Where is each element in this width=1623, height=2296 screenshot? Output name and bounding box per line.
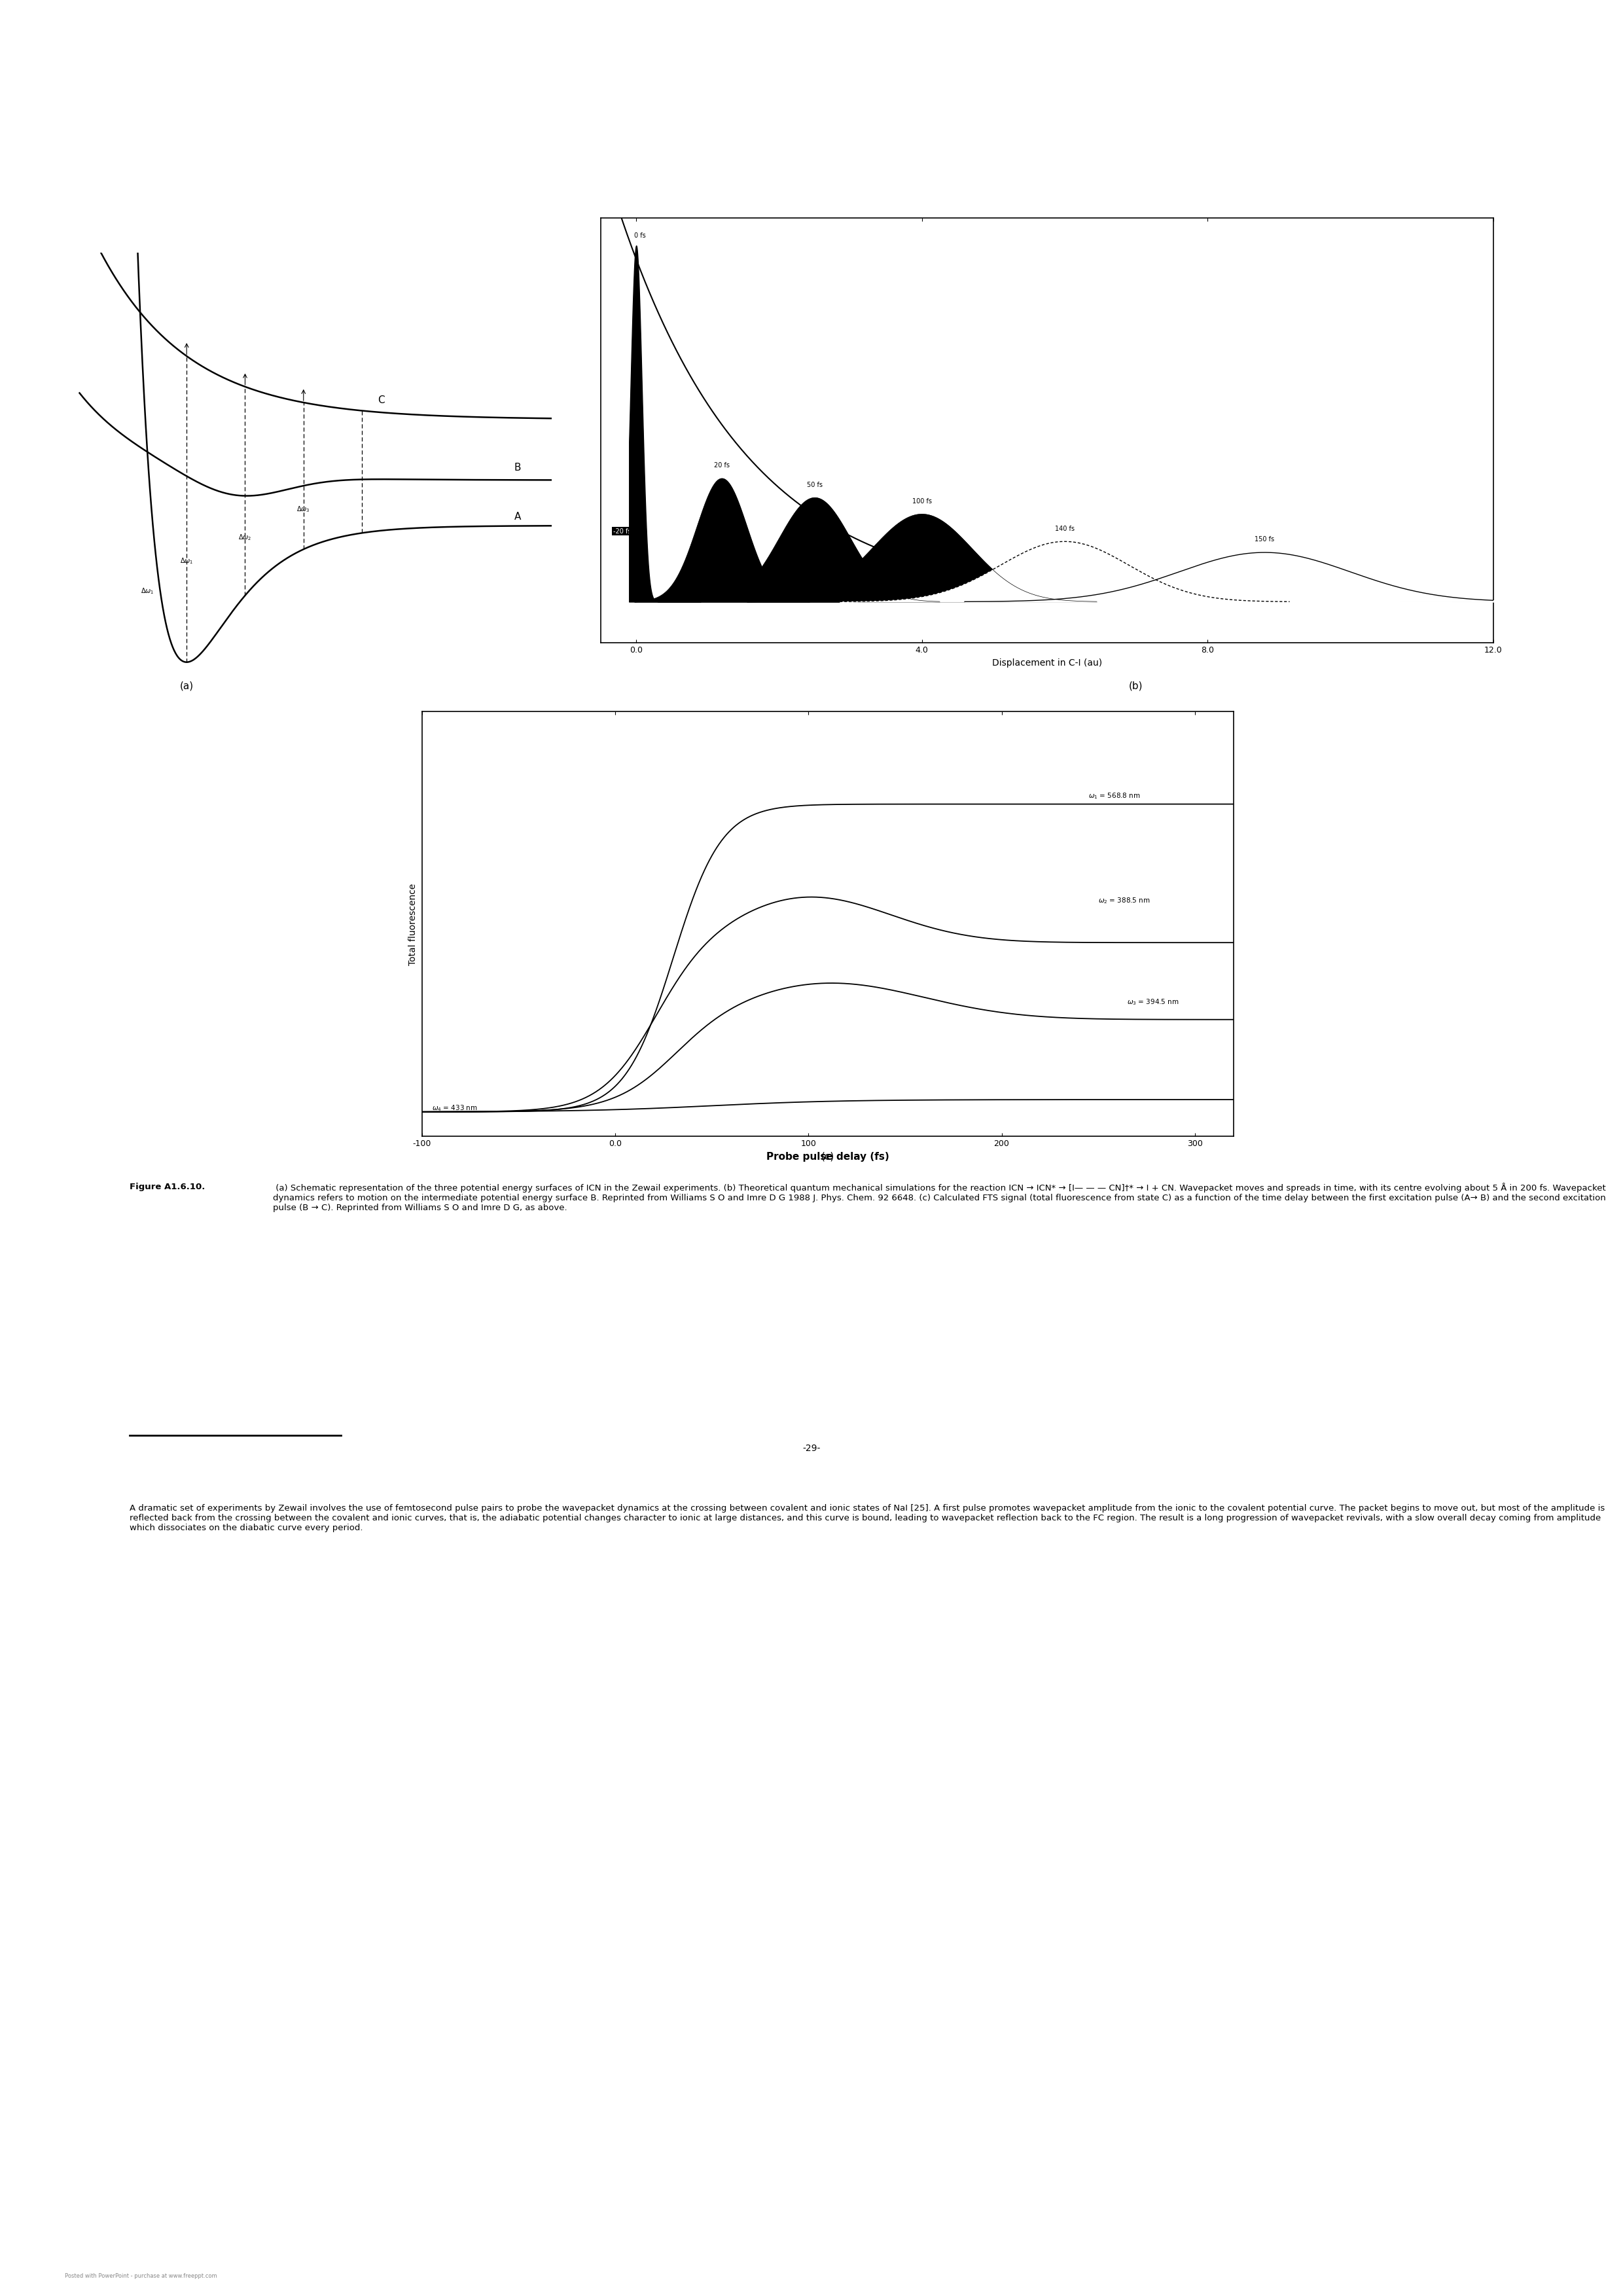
- Text: A dramatic set of experiments by Zewail involves the use of femtosecond pulse pa: A dramatic set of experiments by Zewail …: [130, 1504, 1605, 1531]
- Text: Posted with PowerPoint - purchase at www.freeppt.com: Posted with PowerPoint - purchase at www…: [65, 2273, 217, 2280]
- Text: $\omega_1$ = 568.8 nm: $\omega_1$ = 568.8 nm: [1089, 792, 1141, 801]
- X-axis label: Displacement in C-I (au): Displacement in C-I (au): [992, 659, 1102, 668]
- Text: -29-: -29-: [802, 1444, 821, 1453]
- Text: 50 fs: 50 fs: [807, 482, 823, 489]
- Text: A: A: [514, 512, 521, 521]
- Text: Figure A1.6.10.: Figure A1.6.10.: [130, 1182, 206, 1192]
- Text: 140 fs: 140 fs: [1055, 526, 1074, 533]
- Text: (a) Schematic representation of the three potential energy surfaces of ICN in th: (a) Schematic representation of the thre…: [273, 1182, 1605, 1212]
- Text: (c): (c): [821, 1153, 834, 1162]
- Text: $\omega_2$ = 388.5 nm: $\omega_2$ = 388.5 nm: [1099, 895, 1151, 905]
- Text: (b): (b): [1130, 682, 1143, 691]
- Text: C: C: [378, 395, 385, 406]
- Text: (a): (a): [180, 682, 193, 691]
- Text: 20 fs: 20 fs: [714, 461, 730, 468]
- Text: $\Delta\omega_1$: $\Delta\omega_1$: [141, 588, 154, 597]
- Text: $\Delta\omega_2$: $\Delta\omega_2$: [239, 533, 252, 542]
- Text: B: B: [514, 464, 521, 473]
- Text: -20 fs: -20 fs: [613, 528, 631, 535]
- Text: 100 fs: 100 fs: [912, 498, 932, 505]
- X-axis label: Probe pulse delay (fs): Probe pulse delay (fs): [766, 1153, 889, 1162]
- Text: $\Delta\omega_3$: $\Delta\omega_3$: [297, 505, 310, 514]
- Y-axis label: Total fluorescence: Total fluorescence: [409, 884, 417, 964]
- Text: $\Delta\omega_1$: $\Delta\omega_1$: [180, 556, 193, 565]
- Text: $\omega_3$ = 394.5 nm: $\omega_3$ = 394.5 nm: [1128, 999, 1180, 1006]
- Text: 150 fs: 150 fs: [1255, 537, 1274, 542]
- Text: $\omega_4$ = 433 nm: $\omega_4$ = 433 nm: [432, 1104, 477, 1114]
- Text: 0 fs: 0 fs: [635, 232, 646, 239]
